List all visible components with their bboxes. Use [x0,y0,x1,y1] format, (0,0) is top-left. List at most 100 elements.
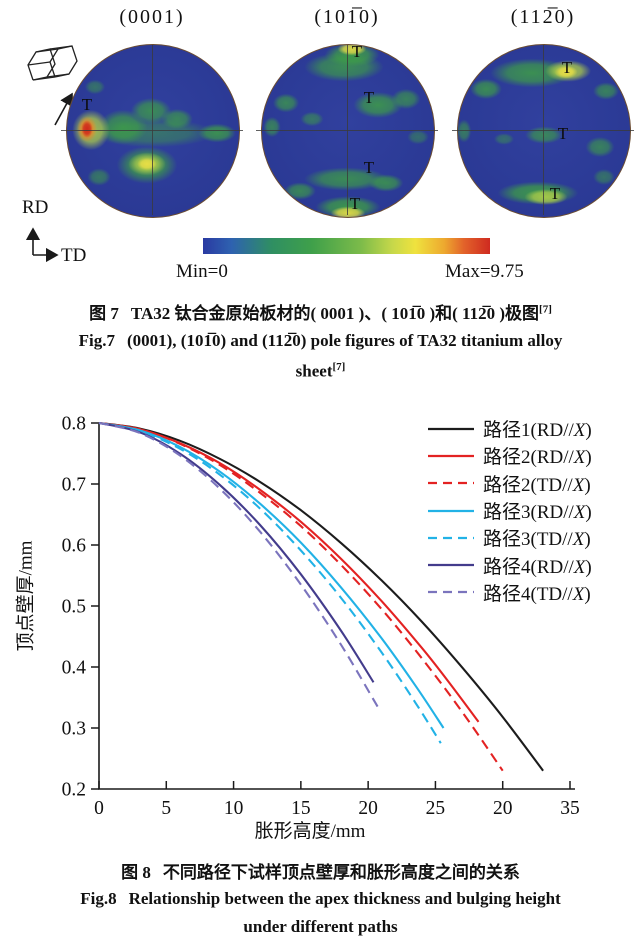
texture-intensity-spot [362,171,410,195]
rd-axis-label: RD [22,197,49,218]
legend-italic-x: X [572,529,585,551]
legend-item: 路径1(RD//X) [428,415,592,442]
legend-item: 路径4(TD//X) [428,579,592,606]
colorbar [203,238,490,254]
chart-legend: 路径1(RD//X) 路径2(RD//X) 路径2(TD//X) 路径3(RD//X)… [428,415,592,606]
texture-intensity-spot [79,117,95,141]
series-路径3(TD//X) [98,421,442,744]
legend-label: 路径4(RD//X) [483,556,592,578]
figure7-caption-en-line2: sheet[7] [295,361,346,381]
y-tick-label: 0.4 [62,658,87,679]
t-texture-label: T [363,158,375,177]
td-axis-label: TD [61,245,87,266]
colorbar-min-label: Min=0 [176,261,228,282]
t-texture-label: T [349,194,361,213]
legend-label: 路径1(RD//X) [483,420,592,442]
legend-item: 路径3(TD//X) [428,524,592,551]
texture-intensity-spot [518,123,570,147]
texture-intensity-spot [268,90,304,116]
x-tick-label: 20 [493,798,513,819]
pole-figure-2 [261,44,435,218]
t-texture-label: T [351,42,363,61]
x-tick-label: 35 [560,798,580,819]
texture-intensity-spot [490,131,518,147]
pole-figure-title-3: (112̅0) [510,6,576,28]
texture-intensity-spot [580,133,620,161]
x-tick-label: 20 [358,798,378,819]
pole-crosshair-horizontal [452,129,634,131]
y-tick-label: 0.7 [62,475,87,496]
pole-figure-title-2: (101̅0) [314,6,380,28]
texture-intensity-spot [550,63,582,81]
texture-intensity-spot [588,79,624,103]
rd-td-axes-icon [25,227,59,263]
texture-intensity-spot [516,186,576,208]
legend-line-sample [428,536,474,539]
y-tick-label: 0.6 [62,536,87,557]
figure8-caption-en-line1: Fig.8 Relationship between the apex thick… [80,889,561,908]
x-tick-label: 5 [161,798,171,819]
figure7-caption-en-line1: Fig.7 (0001), (101̅0) and (112̅0) pole fi… [78,331,563,350]
y-axis-title: 顶点壁厚/mm [15,540,37,652]
pole-figure-1 [66,44,240,218]
texture-intensity-spot [262,113,284,141]
texture-intensity-spot [403,127,433,147]
texture-intensity-spot [464,75,508,103]
series-路径4(TD//X) [98,421,379,708]
figure8-caption-en-line2: under different paths [243,917,398,936]
colorbar-max-label: Max=9.75 [445,261,524,282]
y-tick-label: 0.5 [62,597,86,618]
t-texture-label: T [557,124,569,143]
legend-line-sample [428,509,474,512]
legend-label: 路径2(RD//X) [483,447,592,469]
series-路径1(RD//X) [98,421,544,772]
texture-intensity-spot [191,120,239,146]
x-tick-label: 15 [291,798,311,819]
x-tick-label: 10 [224,798,244,819]
t-texture-label: T [561,58,573,77]
texture-intensity-spot [332,45,372,58]
legend-item: 路径3(RD//X) [428,497,592,524]
texture-intensity-spot [386,85,426,113]
figure7-caption-cn: 图 7 TA32 钛合金原始板材的( 0001 )、( 101̅0 )和( 112… [89,303,552,323]
legend-line-sample [428,427,474,430]
legend-italic-x: X [573,502,586,524]
legend-item: 路径4(RD//X) [428,551,592,578]
legend-label: 路径4(TD//X) [483,583,591,605]
legend-line-sample [428,591,474,594]
legend-label: 路径2(TD//X) [483,474,591,496]
legend-label: 路径3(TD//X) [483,529,591,551]
legend-italic-x: X [572,583,585,605]
legend-line-sample [428,564,474,567]
hexagonal-prism-icon [27,45,78,126]
legend-line-sample [428,482,474,485]
legend-item: 路径2(RD//X) [428,442,592,469]
pole-crosshair-horizontal [61,129,243,131]
series-路径2(RD//X) [98,421,480,723]
t-texture-label: T [81,95,93,114]
series-路径2(TD//X) [98,421,504,772]
figure8-caption-cn: 图 8 不同路径下试样顶点壁厚和胀形高度之间的关系 [121,863,520,882]
legend-label: 路径3(RD//X) [483,502,592,524]
legend-italic-x: X [573,420,586,442]
pole-figure-area: RD TD Min=0 Max=9.75 (0001) T (101̅0) T T T T(… [0,0,641,300]
legend-italic-x: X [572,474,585,496]
chart-axes [98,423,575,790]
orientation-arrow [54,92,73,126]
legend-item: 路径2(TD//X) [428,470,592,497]
x-tick-label: 0 [94,798,104,819]
thickness-height-chart: 0 5 10 15 20 25 20 35 0.2 0.3 0.4 0.5 0.6 0.7 0.8 [62,414,580,820]
pole-figure-title-1: (0001) [119,6,185,28]
texture-intensity-spot [133,155,161,173]
legend-italic-x: X [573,447,586,469]
y-tick-label: 0.3 [62,719,86,740]
legend-line-sample [428,454,474,458]
series-路径4(RD//X) [98,421,375,683]
y-tick-label: 0.2 [62,780,86,801]
texture-intensity-spot [589,166,619,188]
x-tick-label: 25 [426,798,446,819]
legend-italic-x: X [573,556,586,578]
pole-crosshair-horizontal [256,129,438,131]
pole-figure-3 [457,44,631,218]
